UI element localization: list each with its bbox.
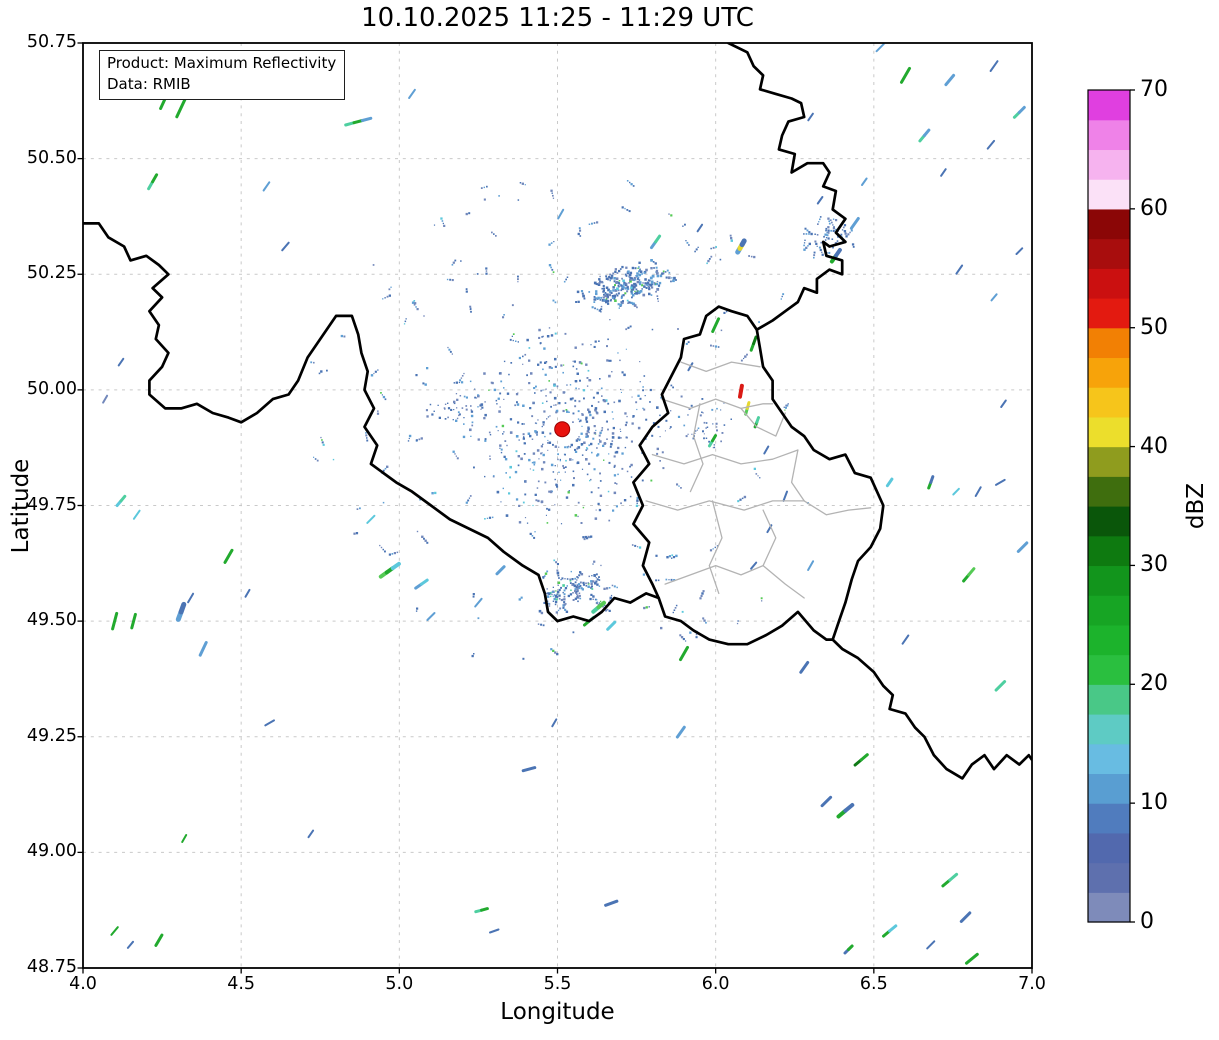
x-tick-label: 4.5	[227, 974, 256, 994]
y-tick-label: 50.00	[26, 378, 77, 399]
country-borders	[83, 43, 1032, 780]
y-tick-label: 49.00	[26, 841, 77, 862]
annotation-product-line: Product: Maximum Reflectivity	[107, 54, 337, 72]
x-tick-label: 6.5	[859, 974, 888, 994]
colorbar-tick-label: 30	[1140, 552, 1168, 578]
y-tick-label: 50.75	[26, 32, 77, 52]
colorbar-tick-label: 70	[1140, 77, 1168, 102]
x-tick-label: 7.0	[1018, 974, 1046, 994]
page-title: 10.10.2025 11:25 - 11:29 UTC	[361, 3, 754, 33]
colorbar-label: dBZ	[1183, 482, 1209, 530]
colorbar-tick-label: 10	[1140, 790, 1168, 816]
x-tick-label: 4.0	[69, 974, 97, 994]
y-tick-label: 50.50	[26, 147, 77, 168]
colorbar-tick-label: 0	[1140, 909, 1154, 934]
colorbar-tick-label: 20	[1140, 671, 1168, 697]
y-tick-label: 49.25	[26, 725, 77, 746]
colorbar	[1087, 89, 1135, 923]
x-tick-label: 6.0	[701, 974, 730, 994]
y-tick-label: 48.75	[26, 957, 77, 977]
annotation-box: Product: Maximum Reflectivity Data: RMIB	[99, 50, 346, 100]
gridlines	[83, 43, 1032, 968]
echo-streaks	[102, 43, 1029, 965]
y-tick-label: 50.25	[26, 263, 77, 284]
annotation-data-line: Data: RMIB	[107, 75, 191, 94]
radar-clutter-speckles	[310, 180, 855, 660]
colorbar-tick-label: 50	[1140, 314, 1168, 340]
axis-tick-marks	[77, 42, 1033, 974]
x-axis-label: Longitude	[500, 999, 615, 1025]
radar-site-marker	[554, 421, 571, 438]
y-tick-label: 49.50	[26, 610, 77, 631]
colorbar-tick-label: 60	[1140, 195, 1168, 221]
x-tick-label: 5.5	[543, 974, 572, 994]
y-tick-label: 49.75	[26, 494, 77, 515]
x-tick-label: 5.0	[385, 974, 414, 994]
colorbar-tick-label: 40	[1140, 433, 1168, 459]
canton-borders	[645, 361, 872, 599]
